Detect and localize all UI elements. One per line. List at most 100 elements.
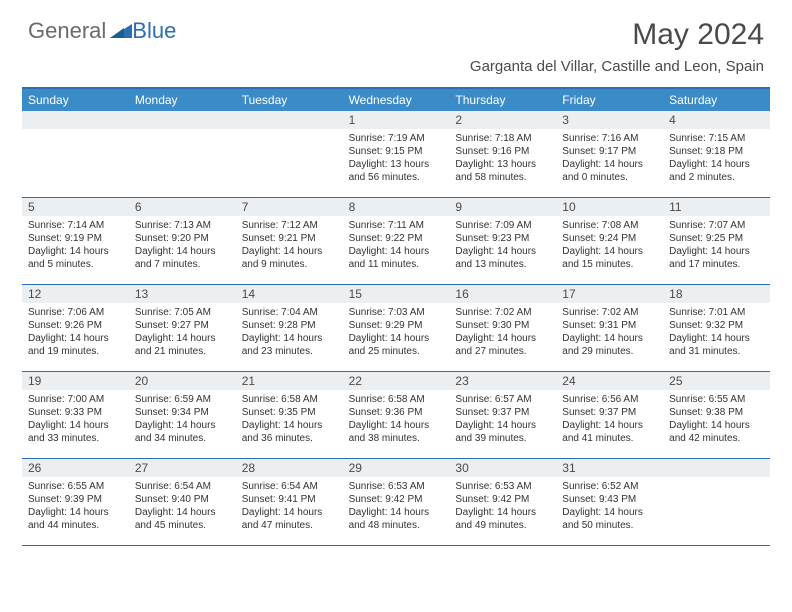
sunrise-text: Sunrise: 7:05 AM [135, 306, 230, 319]
sunset-text: Sunset: 9:31 PM [562, 319, 657, 332]
calendar-cell: 23Sunrise: 6:57 AMSunset: 9:37 PMDayligh… [449, 372, 556, 458]
calendar-cell: 5Sunrise: 7:14 AMSunset: 9:19 PMDaylight… [22, 198, 129, 284]
daylight-text: Daylight: 14 hours and 50 minutes. [562, 506, 657, 532]
weekday-header: Saturday [663, 89, 770, 111]
day-body: Sunrise: 6:54 AMSunset: 9:41 PMDaylight:… [236, 477, 343, 536]
brand-logo: General Blue [28, 18, 176, 44]
day-number: 23 [449, 372, 556, 390]
sunset-text: Sunset: 9:30 PM [455, 319, 550, 332]
day-body: Sunrise: 7:02 AMSunset: 9:30 PMDaylight:… [449, 303, 556, 362]
calendar-cell: 28Sunrise: 6:54 AMSunset: 9:41 PMDayligh… [236, 459, 343, 545]
sunrise-text: Sunrise: 7:02 AM [455, 306, 550, 319]
day-body: Sunrise: 7:00 AMSunset: 9:33 PMDaylight:… [22, 390, 129, 449]
calendar-cell: 19Sunrise: 7:00 AMSunset: 9:33 PMDayligh… [22, 372, 129, 458]
daylight-text: Daylight: 14 hours and 44 minutes. [28, 506, 123, 532]
day-number: 9 [449, 198, 556, 216]
calendar-week: 1Sunrise: 7:19 AMSunset: 9:15 PMDaylight… [22, 111, 770, 198]
day-body: Sunrise: 6:55 AMSunset: 9:38 PMDaylight:… [663, 390, 770, 449]
sunrise-text: Sunrise: 7:09 AM [455, 219, 550, 232]
sunset-text: Sunset: 9:27 PM [135, 319, 230, 332]
weekday-header: Tuesday [236, 89, 343, 111]
day-number: 2 [449, 111, 556, 129]
day-body: Sunrise: 6:58 AMSunset: 9:35 PMDaylight:… [236, 390, 343, 449]
daylight-text: Daylight: 14 hours and 21 minutes. [135, 332, 230, 358]
sunset-text: Sunset: 9:25 PM [669, 232, 764, 245]
day-number: 31 [556, 459, 663, 477]
sunrise-text: Sunrise: 7:16 AM [562, 132, 657, 145]
day-body: Sunrise: 7:16 AMSunset: 9:17 PMDaylight:… [556, 129, 663, 188]
day-body: Sunrise: 6:53 AMSunset: 9:42 PMDaylight:… [343, 477, 450, 536]
sunset-text: Sunset: 9:42 PM [455, 493, 550, 506]
sunset-text: Sunset: 9:37 PM [455, 406, 550, 419]
calendar-cell: 11Sunrise: 7:07 AMSunset: 9:25 PMDayligh… [663, 198, 770, 284]
daylight-text: Daylight: 14 hours and 36 minutes. [242, 419, 337, 445]
sunset-text: Sunset: 9:35 PM [242, 406, 337, 419]
weekday-header-row: SundayMondayTuesdayWednesdayThursdayFrid… [22, 89, 770, 111]
sunset-text: Sunset: 9:28 PM [242, 319, 337, 332]
daylight-text: Daylight: 14 hours and 33 minutes. [28, 419, 123, 445]
sunrise-text: Sunrise: 6:53 AM [455, 480, 550, 493]
day-number: 27 [129, 459, 236, 477]
day-body: Sunrise: 7:08 AMSunset: 9:24 PMDaylight:… [556, 216, 663, 275]
sunrise-text: Sunrise: 7:08 AM [562, 219, 657, 232]
sunrise-text: Sunrise: 6:53 AM [349, 480, 444, 493]
day-number [663, 459, 770, 477]
daylight-text: Daylight: 14 hours and 48 minutes. [349, 506, 444, 532]
calendar-cell: 14Sunrise: 7:04 AMSunset: 9:28 PMDayligh… [236, 285, 343, 371]
day-number: 6 [129, 198, 236, 216]
day-number: 19 [22, 372, 129, 390]
day-number: 11 [663, 198, 770, 216]
sunrise-text: Sunrise: 6:54 AM [135, 480, 230, 493]
day-body: Sunrise: 6:56 AMSunset: 9:37 PMDaylight:… [556, 390, 663, 449]
day-number: 30 [449, 459, 556, 477]
calendar-cell: 10Sunrise: 7:08 AMSunset: 9:24 PMDayligh… [556, 198, 663, 284]
calendar-week: 26Sunrise: 6:55 AMSunset: 9:39 PMDayligh… [22, 459, 770, 546]
daylight-text: Daylight: 13 hours and 56 minutes. [349, 158, 444, 184]
calendar-cell: 20Sunrise: 6:59 AMSunset: 9:34 PMDayligh… [129, 372, 236, 458]
day-number: 4 [663, 111, 770, 129]
sunrise-text: Sunrise: 6:54 AM [242, 480, 337, 493]
day-body: Sunrise: 7:02 AMSunset: 9:31 PMDaylight:… [556, 303, 663, 362]
sunrise-text: Sunrise: 6:52 AM [562, 480, 657, 493]
day-body: Sunrise: 7:11 AMSunset: 9:22 PMDaylight:… [343, 216, 450, 275]
sunrise-text: Sunrise: 7:01 AM [669, 306, 764, 319]
sunset-text: Sunset: 9:24 PM [562, 232, 657, 245]
daylight-text: Daylight: 14 hours and 0 minutes. [562, 158, 657, 184]
weekday-header: Wednesday [343, 89, 450, 111]
sunrise-text: Sunrise: 7:19 AM [349, 132, 444, 145]
weekday-header: Monday [129, 89, 236, 111]
day-body: Sunrise: 6:52 AMSunset: 9:43 PMDaylight:… [556, 477, 663, 536]
day-body: Sunrise: 7:04 AMSunset: 9:28 PMDaylight:… [236, 303, 343, 362]
day-number: 22 [343, 372, 450, 390]
sunset-text: Sunset: 9:15 PM [349, 145, 444, 158]
daylight-text: Daylight: 14 hours and 17 minutes. [669, 245, 764, 271]
day-body: Sunrise: 7:09 AMSunset: 9:23 PMDaylight:… [449, 216, 556, 275]
sunrise-text: Sunrise: 6:58 AM [242, 393, 337, 406]
calendar-cell: 3Sunrise: 7:16 AMSunset: 9:17 PMDaylight… [556, 111, 663, 197]
calendar-cell: 25Sunrise: 6:55 AMSunset: 9:38 PMDayligh… [663, 372, 770, 458]
day-number: 8 [343, 198, 450, 216]
sunset-text: Sunset: 9:37 PM [562, 406, 657, 419]
brand-part1: General [28, 18, 106, 44]
day-number: 29 [343, 459, 450, 477]
day-number: 26 [22, 459, 129, 477]
daylight-text: Daylight: 14 hours and 15 minutes. [562, 245, 657, 271]
sunset-text: Sunset: 9:17 PM [562, 145, 657, 158]
day-body: Sunrise: 7:06 AMSunset: 9:26 PMDaylight:… [22, 303, 129, 362]
calendar-cell: 13Sunrise: 7:05 AMSunset: 9:27 PMDayligh… [129, 285, 236, 371]
calendar-cell: 8Sunrise: 7:11 AMSunset: 9:22 PMDaylight… [343, 198, 450, 284]
brand-triangle-icon [110, 20, 132, 43]
weekday-header: Thursday [449, 89, 556, 111]
day-body: Sunrise: 7:07 AMSunset: 9:25 PMDaylight:… [663, 216, 770, 275]
daylight-text: Daylight: 14 hours and 45 minutes. [135, 506, 230, 532]
calendar-body: 1Sunrise: 7:19 AMSunset: 9:15 PMDaylight… [22, 111, 770, 546]
calendar-cell: 9Sunrise: 7:09 AMSunset: 9:23 PMDaylight… [449, 198, 556, 284]
header: General Blue May 2024 Garganta del Villa… [0, 0, 792, 79]
calendar-cell: 6Sunrise: 7:13 AMSunset: 9:20 PMDaylight… [129, 198, 236, 284]
sunrise-text: Sunrise: 7:04 AM [242, 306, 337, 319]
calendar-cell: 16Sunrise: 7:02 AMSunset: 9:30 PMDayligh… [449, 285, 556, 371]
day-body: Sunrise: 7:14 AMSunset: 9:19 PMDaylight:… [22, 216, 129, 275]
weekday-header: Sunday [22, 89, 129, 111]
calendar-cell [663, 459, 770, 545]
daylight-text: Daylight: 14 hours and 42 minutes. [669, 419, 764, 445]
